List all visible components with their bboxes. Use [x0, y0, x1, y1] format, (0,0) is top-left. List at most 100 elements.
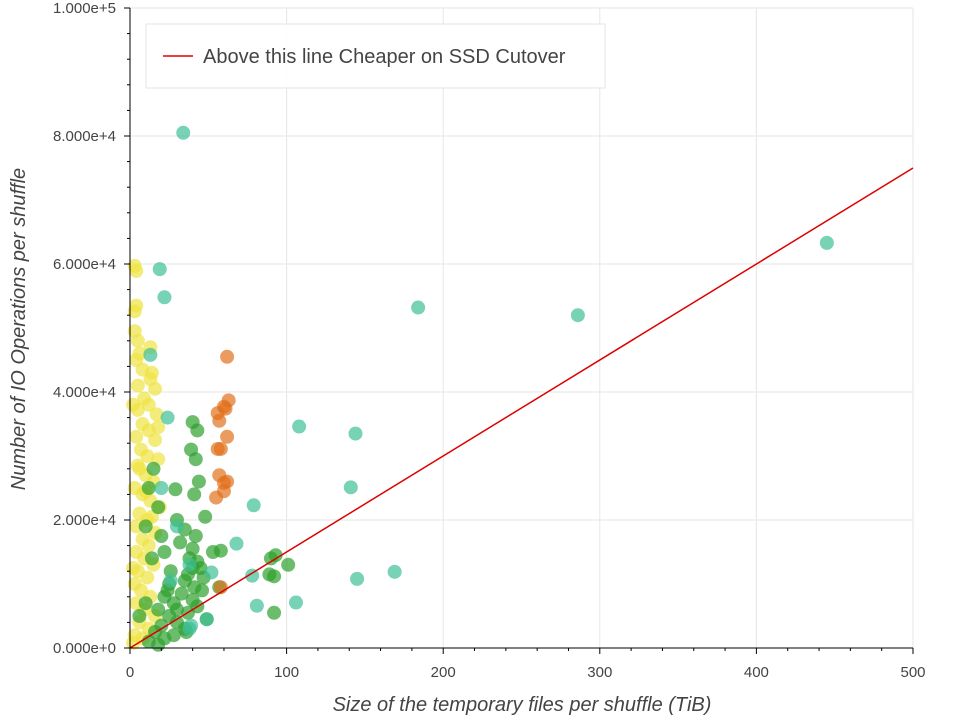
data-point: [151, 637, 166, 652]
data-point: [141, 481, 156, 495]
data-points: [126, 125, 834, 652]
data-point: [144, 365, 159, 380]
data-point: [348, 426, 363, 441]
data-point: [130, 378, 145, 393]
data-point: [151, 500, 166, 515]
data-point: [174, 586, 189, 601]
data-point: [138, 519, 153, 534]
x-tick-label: 100: [274, 664, 299, 681]
y-tick-label: 0.000e+0: [53, 640, 116, 657]
data-point: [187, 487, 202, 502]
data-point: [220, 349, 235, 364]
data-point: [146, 461, 161, 476]
legend: Above this line Cheaper on SSD Cutover: [145, 23, 606, 89]
data-point: [169, 602, 184, 617]
data-point: [160, 410, 175, 425]
data-point: [129, 264, 144, 279]
data-point: [220, 429, 235, 444]
grid-lines: [129, 7, 914, 649]
data-point: [220, 474, 235, 489]
data-point: [154, 529, 169, 543]
data-point: [130, 333, 145, 348]
data-point: [126, 561, 141, 575]
axis-ticks: 0 100 200 300 400 500 0.000e+0 2.000e+4 4.000e+4…: [53, 0, 926, 681]
data-point: [292, 419, 307, 434]
data-point: [182, 557, 197, 572]
x-tick-label: 0: [126, 664, 134, 681]
data-point: [168, 482, 183, 497]
data-point: [151, 602, 166, 617]
data-point: [229, 536, 244, 551]
data-point: [140, 570, 155, 585]
data-point: [163, 564, 178, 579]
data-point: [176, 125, 191, 140]
y-tick-label: 4.000e+4: [53, 384, 116, 401]
data-point: [148, 433, 163, 447]
data-point: [350, 571, 365, 586]
data-point: [387, 564, 402, 579]
data-point: [129, 429, 144, 444]
data-point: [157, 545, 172, 559]
data-point: [249, 598, 264, 613]
y-axis-title: Number of IO Operations per shuffle: [8, 168, 30, 490]
y-tick-label: 8.000e+4: [53, 128, 116, 145]
data-point: [195, 583, 210, 598]
data-point: [144, 551, 159, 566]
data-point: [267, 569, 282, 584]
data-point: [199, 612, 214, 627]
data-point: [163, 573, 178, 588]
y-tick-label: 2.000e+4: [53, 512, 116, 529]
data-point: [819, 235, 834, 250]
x-tick-label: 200: [431, 664, 456, 681]
data-point: [267, 605, 282, 620]
data-point: [188, 529, 203, 543]
data-point: [190, 423, 205, 438]
data-point: [246, 498, 261, 513]
data-point: [213, 441, 228, 456]
data-point: [268, 548, 283, 563]
x-axis-title: Size of the temporary files per shuffle …: [333, 694, 712, 716]
y-tick-label: 1.000e+5: [53, 0, 116, 17]
x-tick-label: 400: [744, 664, 769, 681]
data-point: [140, 449, 155, 463]
data-point: [126, 397, 141, 412]
data-point: [138, 596, 153, 611]
data-point: [343, 480, 358, 495]
data-point: [209, 490, 224, 505]
cutover-line: [129, 167, 914, 649]
data-point: [152, 262, 167, 277]
x-tick-label: 300: [587, 664, 612, 681]
data-point: [141, 397, 156, 412]
data-point: [213, 543, 228, 558]
data-point: [154, 481, 169, 495]
data-point: [193, 561, 208, 575]
data-point: [191, 474, 206, 489]
data-point: [212, 413, 227, 428]
data-point: [149, 407, 164, 422]
data-point: [173, 535, 188, 550]
data-point: [182, 621, 197, 636]
data-point: [281, 557, 296, 572]
data-point: [288, 595, 303, 610]
data-point: [148, 381, 163, 396]
data-point: [141, 538, 156, 553]
data-point: [169, 519, 184, 534]
data-point: [204, 565, 219, 580]
data-point: [198, 509, 213, 524]
data-point: [570, 308, 585, 323]
axes: [129, 8, 913, 649]
data-point: [127, 304, 142, 319]
y-tick-label: 6.000e+4: [53, 256, 116, 273]
data-point: [157, 290, 172, 305]
data-point: [143, 347, 158, 362]
legend-box: [145, 23, 606, 89]
legend-label: Above this line Cheaper on SSD Cutover: [203, 46, 566, 68]
data-point: [245, 568, 260, 583]
data-point: [132, 461, 147, 476]
data-point: [151, 420, 166, 435]
data-point: [132, 609, 147, 623]
x-tick-label: 500: [900, 664, 925, 681]
data-point: [132, 346, 147, 361]
data-point: [188, 452, 203, 467]
